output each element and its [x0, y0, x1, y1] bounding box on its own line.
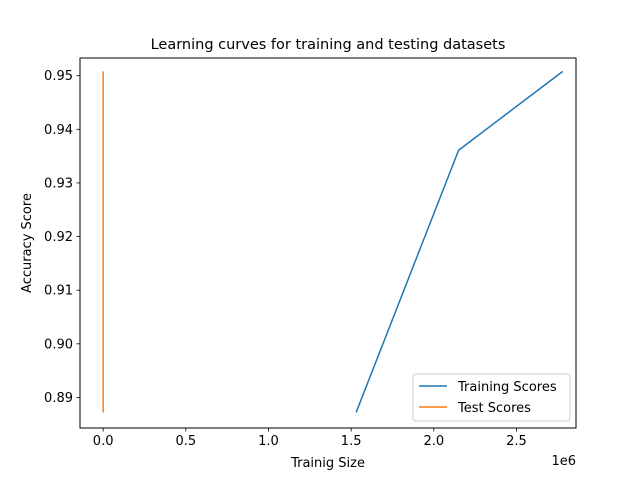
x-tick-label: 0.5 [175, 434, 196, 449]
y-tick-label: 0.95 [44, 69, 73, 84]
legend: Training Scores Test Scores [412, 373, 571, 422]
y-tick-label: 0.93 [44, 176, 73, 191]
x-tick-label: 1.0 [258, 434, 279, 449]
y-tick-label: 0.91 [44, 284, 73, 299]
axis-ticks: 0.0 0.5 1.0 1.5 2.0 2.5 0.89 0.90 0.91 0.92 0.93 0.… [44, 69, 527, 449]
y-tick-label: 0.92 [44, 230, 73, 245]
axes-frame [79, 57, 577, 429]
y-tick-label: 0.90 [44, 337, 73, 352]
y-tick-label: 0.94 [44, 123, 73, 138]
x-tick-label: 1.5 [341, 434, 362, 449]
y-tick-label: 0.89 [44, 391, 73, 406]
x-tick-label: 2.5 [506, 434, 527, 449]
plot-area [102, 70, 564, 413]
legend-frame [412, 373, 571, 422]
x-tick-label: 0.0 [93, 434, 114, 449]
y-axis-label: Accuracy Score [20, 193, 35, 293]
legend-label-test: Test Scores [457, 401, 531, 416]
chart-title: Learning curves for training and testing… [151, 37, 506, 53]
series-line-training-scores [355, 70, 564, 413]
x-tick-label: 2.0 [423, 434, 444, 449]
x-axis-label: Trainig Size [290, 456, 365, 471]
x-axis-offset-label: 1e6 [551, 454, 576, 469]
legend-label-training: Training Scores [457, 380, 557, 395]
